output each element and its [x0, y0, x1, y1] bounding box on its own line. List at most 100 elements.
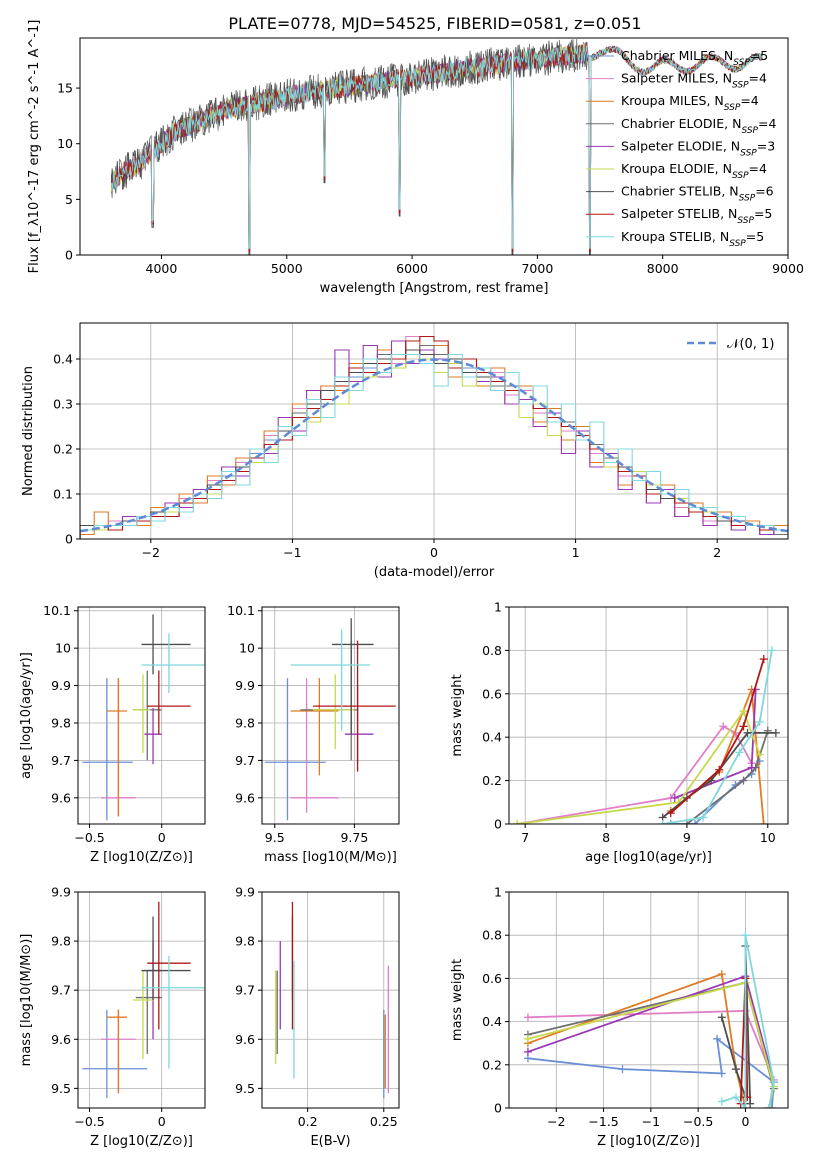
- x-axis-label: Z [log10(Z/Z⊙)]: [597, 1134, 700, 1149]
- x-tick-label: 7: [521, 830, 529, 845]
- y-tick-label: 0: [65, 532, 73, 547]
- x-tick-label: −1: [283, 545, 301, 560]
- plot-frame: [77, 891, 206, 1109]
- errorbar-point-kroupa-miles: [290, 678, 339, 776]
- x-tick-label: 1: [572, 545, 580, 560]
- mass-weight-series-kroupa-stelib: [658, 646, 776, 824]
- plot-area: [523, 931, 778, 1108]
- residual-histogram-kroupa-stelib: [80, 353, 788, 539]
- legend-label: Chabrier STELIB, NSSP=6: [621, 184, 774, 204]
- y-axis-label: age [log10(age/yr)]: [19, 652, 34, 779]
- errorbar-point-kroupa-miles: [106, 678, 128, 817]
- x-tick-label: −0.5: [74, 1114, 104, 1129]
- y-tick-label: 15: [57, 81, 73, 96]
- y-tick-label: 0.2: [53, 442, 73, 457]
- y-tick-label: 9.9: [51, 885, 71, 900]
- y-axis-label: Normed distribution: [21, 366, 36, 496]
- y-tick-label: 0.2: [482, 1057, 502, 1072]
- figure-title: PLATE=0778, MJD=54525, FIBERID=0581, z=0…: [228, 14, 641, 33]
- y-tick-label: 9.8: [235, 934, 255, 949]
- legend-label: Salpeter STELIB, NSSP=5: [621, 206, 772, 226]
- x-tick-label: 0: [741, 1114, 749, 1129]
- errorbar-point-kroupa-elodie: [132, 970, 154, 1059]
- y-tick-label: 9.7: [235, 753, 255, 768]
- errorbar-point-chabrier-elodie: [135, 970, 162, 1054]
- errorbar-point-kroupa-miles: [106, 1009, 128, 1094]
- y-tick-label: 9.8: [51, 715, 71, 730]
- y-axis-label: Flux [f_λ10^-17 erg cm^-2 s^-1 A^-1]: [27, 20, 42, 274]
- x-axis-label: mass [log10(M/M⊙)]: [264, 850, 397, 865]
- plot-area: [82, 614, 205, 821]
- y-tick-label: 9.8: [235, 715, 255, 730]
- x-tick-label: −0.5: [74, 830, 104, 845]
- x-tick-label: −0.5: [683, 1114, 713, 1129]
- errorbar-point-chabrier-miles: [82, 678, 133, 821]
- errorbar-point-chabrier-miles: [265, 678, 326, 821]
- x-tick-label: −2: [547, 1114, 565, 1129]
- x-tick-label: 9.5: [265, 830, 285, 845]
- series-line: [670, 658, 765, 814]
- errorbar-point-salpeter-stelib: [312, 640, 396, 772]
- plot-area: [80, 335, 788, 539]
- y-axis-label: mass weight: [450, 959, 465, 1041]
- x-tick-label: 0: [158, 1114, 166, 1129]
- x-tick-label: 8: [602, 830, 610, 845]
- x-tick-label: 0.2: [298, 1114, 318, 1129]
- y-tick-label: 0.3: [53, 397, 73, 412]
- plot-frame: [261, 606, 400, 825]
- x-tick-label: 4000: [146, 261, 178, 276]
- y-tick-label: 9.9: [235, 678, 255, 693]
- x-axis-label: (data-model)/error: [374, 565, 495, 580]
- x-tick-label: 9000: [772, 261, 804, 276]
- y-tick-label: 9.8: [51, 934, 71, 949]
- x-tick-label: 8000: [647, 261, 679, 276]
- x-tick-label: 9: [683, 830, 691, 845]
- y-tick-label: 0.4: [53, 352, 73, 367]
- errorbar-point-kroupa-stelib: [290, 629, 371, 731]
- y-tick-label: 10: [55, 641, 71, 656]
- y-tick-label: 9.6: [51, 790, 71, 805]
- legend-label: Chabrier ELODIE, NSSP=4: [621, 116, 776, 136]
- y-tick-label: 0.4: [482, 1014, 502, 1029]
- x-tick-label: 0.25: [370, 1114, 398, 1129]
- errorbar-point-chabrier-miles: [82, 1009, 148, 1099]
- plot-area: [82, 901, 205, 1099]
- errorbar-point-kroupa-elodie: [312, 674, 355, 750]
- y-tick-label: 0: [65, 248, 73, 263]
- mass-weight-vs-metallicity-panel: −2 −1.5 −1 −0.5 0 0 0.2 0.4 0.6 0.8 1 Z [log10(Z/Z⊙…: [450, 885, 789, 1149]
- axes: 0.2 0.25 9.5 9.6 9.7 9.8 9.9 E(B-V): [235, 885, 399, 1149]
- x-tick-label: 0: [430, 545, 438, 560]
- x-axis-label: age [log10(age/yr)]: [585, 850, 712, 865]
- mass-weight-series-chabrier-elodie: [682, 726, 772, 824]
- axes: 4000 5000 6000 7000 8000 9000 0 5 10 15 wavelength…: [27, 20, 804, 296]
- plot-frame: [508, 606, 789, 825]
- normal-reference-legend-label: 𝒩(0, 1): [727, 337, 774, 352]
- plot-frame: [77, 606, 206, 825]
- plot-area: [275, 901, 389, 1099]
- plot-area: [110, 38, 763, 255]
- y-tick-label: 0.1: [53, 487, 73, 502]
- x-axis-label: E(B-V): [310, 1134, 350, 1149]
- legend-item-salpeter-stelib: Salpeter STELIB, NSSP=5: [586, 206, 772, 226]
- mass-vs-metallicity-panel: −0.5 0 9.5 9.6 9.7 9.8 9.9 Z [log10(Z/Z⊙)] mass …: [19, 885, 206, 1149]
- y-tick-label: 0: [494, 1101, 502, 1116]
- plot-frame: [508, 891, 789, 1109]
- mass-weight-series-kroupa-stelib: [717, 931, 778, 1108]
- plot-frame: [79, 37, 789, 256]
- residuals-panel: −2 −1 0 1 2 0 0.1 0.2 0.3 0.4 (data-model)/error No…: [21, 322, 789, 580]
- errorbar-point-kroupa-elodie: [132, 674, 151, 753]
- errorbar-point-chabrier-stelib: [332, 618, 374, 735]
- mass-weight-vs-age-panel: 7 8 9 10 0 0.2 0.4 0.6 0.8 1 age [log10(age/yr)] ma…: [450, 600, 789, 865]
- series-line: [686, 730, 769, 824]
- x-tick-label: 10: [760, 830, 776, 845]
- mass-weight-series-salpeter-stelib: [666, 655, 768, 818]
- spectrum-panel: 4000 5000 6000 7000 8000 9000 0 5 10 15 wavelength…: [27, 20, 804, 296]
- axes: 9.5 9.75 9.6 9.7 9.8 9.9 10 10.1 mass [log10(M/M…: [227, 603, 399, 865]
- y-tick-label: 0.6: [482, 971, 502, 986]
- y-tick-label: 10.1: [43, 603, 71, 618]
- errorbar-point-salpeter-miles: [290, 678, 339, 813]
- axes: −0.5 0 9.6 9.7 9.8 9.9 10 10.1 Z [log10(Z/Z⊙)] ag…: [19, 603, 205, 865]
- y-tick-label: 9.9: [51, 678, 71, 693]
- errorbar-point-salpeter-stelib: [147, 670, 191, 735]
